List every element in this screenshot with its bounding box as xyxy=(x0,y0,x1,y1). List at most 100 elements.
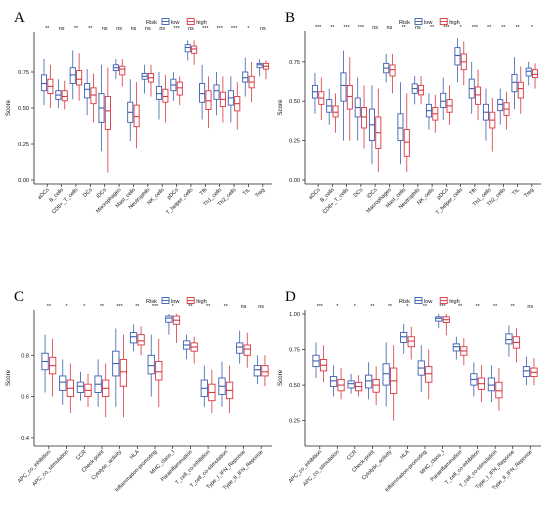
category-label: Treg xyxy=(523,187,535,199)
category-label: TIL xyxy=(511,187,521,197)
box-body xyxy=(119,358,128,387)
box-body xyxy=(90,87,97,105)
category-label: CCR xyxy=(346,449,359,462)
box-high xyxy=(176,76,183,106)
box-body xyxy=(495,381,503,399)
significance-label: ** xyxy=(370,304,375,310)
significance-label: * xyxy=(172,304,175,310)
y-axis-label: Score xyxy=(277,369,284,386)
box-body xyxy=(129,332,138,344)
box-body xyxy=(511,73,518,93)
box-low xyxy=(411,75,418,105)
box-low xyxy=(236,330,244,364)
box-body xyxy=(84,83,91,99)
panel-c: C Risk low high0.40.60.8ScoreAPC_co_inhibit… xyxy=(5,289,272,493)
legend-title: Risk xyxy=(146,299,157,305)
box-high xyxy=(361,85,368,149)
panel-b: B Risk low high0.000.250.500.75ScoreaDCs***… xyxy=(277,10,541,216)
box-high xyxy=(262,60,270,80)
box-low xyxy=(227,76,234,123)
significance-label: * xyxy=(531,25,534,31)
box-body xyxy=(147,354,155,375)
box-low xyxy=(326,88,333,125)
y-tick-label: 0.75 xyxy=(289,348,300,354)
box-high xyxy=(47,64,54,108)
category-label: DCs xyxy=(353,187,365,199)
box-low xyxy=(76,371,85,401)
box-high xyxy=(354,375,363,397)
box-high xyxy=(172,314,181,343)
box-body xyxy=(199,83,206,103)
box-body xyxy=(165,315,173,323)
box-body xyxy=(382,363,390,386)
box-high xyxy=(460,41,467,86)
box-high xyxy=(403,93,410,173)
significance-label: *** xyxy=(173,26,180,32)
box-body xyxy=(361,107,368,129)
box-body xyxy=(76,70,83,86)
box-high xyxy=(190,336,198,364)
box-high xyxy=(446,85,453,125)
box-low xyxy=(200,365,208,407)
box-body xyxy=(365,374,373,389)
box-low xyxy=(311,72,318,114)
category-label: HLA xyxy=(129,449,141,461)
box-body xyxy=(397,113,404,142)
box-low xyxy=(256,59,263,77)
significance-label: ** xyxy=(330,25,335,31)
box-low xyxy=(218,361,226,407)
box-low xyxy=(397,82,404,165)
box-body xyxy=(40,74,48,92)
box-high xyxy=(337,368,345,400)
y-tick-label: 0.50 xyxy=(289,383,300,389)
box-body xyxy=(497,99,504,112)
significance-label: *** xyxy=(358,25,365,31)
significance-label: ns xyxy=(372,25,378,31)
box-low xyxy=(147,334,155,397)
box-body xyxy=(213,84,220,100)
box-low xyxy=(182,334,191,360)
box-high xyxy=(90,73,97,123)
box-high xyxy=(243,332,251,368)
significance-label: *** xyxy=(152,304,159,310)
significance-label: *** xyxy=(343,25,350,31)
box-high xyxy=(346,57,353,141)
significance-label: ** xyxy=(224,304,229,310)
box-body xyxy=(505,333,513,345)
box-high xyxy=(234,82,241,130)
box-body xyxy=(522,366,531,378)
box-low xyxy=(425,93,432,130)
box-low xyxy=(522,356,531,386)
box-high xyxy=(219,76,226,123)
panel-letter: D xyxy=(285,289,296,305)
box-low xyxy=(84,69,91,116)
significance-label: ** xyxy=(100,304,105,310)
box-high xyxy=(389,53,396,94)
significance-label: *** xyxy=(472,25,479,31)
box-low xyxy=(435,314,443,329)
box-low xyxy=(312,342,320,378)
significance-label: *** xyxy=(439,304,446,310)
box-low xyxy=(112,59,119,80)
significance-label: * xyxy=(247,26,250,32)
y-tick-label: 0.8 xyxy=(21,353,29,359)
box-low xyxy=(170,72,177,101)
box-low xyxy=(505,325,513,357)
legend-label-low: low xyxy=(424,299,433,305)
y-tick-label: 1.00 xyxy=(289,312,300,318)
legend-label-low: low xyxy=(171,20,180,26)
box-body xyxy=(155,85,163,100)
box-body xyxy=(452,343,460,352)
box-low xyxy=(382,342,390,407)
box-high xyxy=(407,326,415,360)
box-body xyxy=(191,45,198,54)
box-high xyxy=(76,53,83,101)
box-low xyxy=(482,88,489,141)
box-low xyxy=(347,373,355,394)
box-low xyxy=(253,355,262,385)
box-high xyxy=(102,363,110,418)
box-low xyxy=(497,88,504,125)
significance-label: ** xyxy=(188,304,193,310)
box-low xyxy=(354,77,361,141)
